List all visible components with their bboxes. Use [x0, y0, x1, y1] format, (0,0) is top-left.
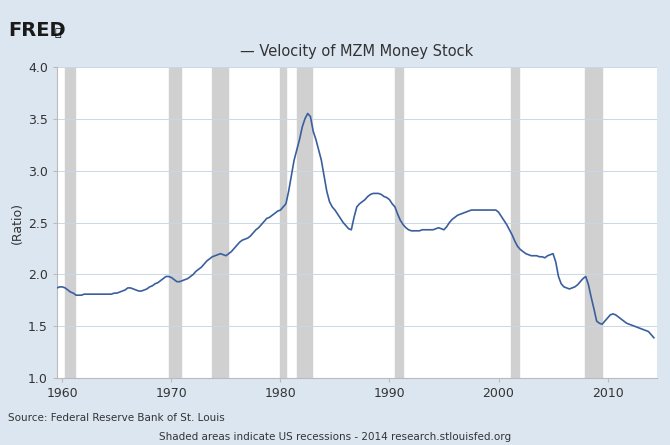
Bar: [169, 67, 182, 378]
Bar: [212, 67, 228, 378]
Bar: [281, 67, 286, 378]
Text: Shaded areas indicate US recessions - 2014 research.stlouisfed.org: Shaded areas indicate US recessions - 20…: [159, 432, 511, 441]
Text: 📈: 📈: [55, 28, 62, 37]
Text: Source: Federal Reserve Bank of St. Louis: Source: Federal Reserve Bank of St. Loui…: [8, 413, 225, 422]
Title: — Velocity of MZM Money Stock: — Velocity of MZM Money Stock: [240, 44, 474, 59]
Bar: [585, 67, 602, 378]
Bar: [511, 67, 519, 378]
Text: FRED: FRED: [8, 20, 66, 40]
Bar: [297, 67, 312, 378]
Bar: [65, 67, 75, 378]
Bar: [395, 67, 403, 378]
Y-axis label: (Ratio): (Ratio): [11, 202, 24, 243]
